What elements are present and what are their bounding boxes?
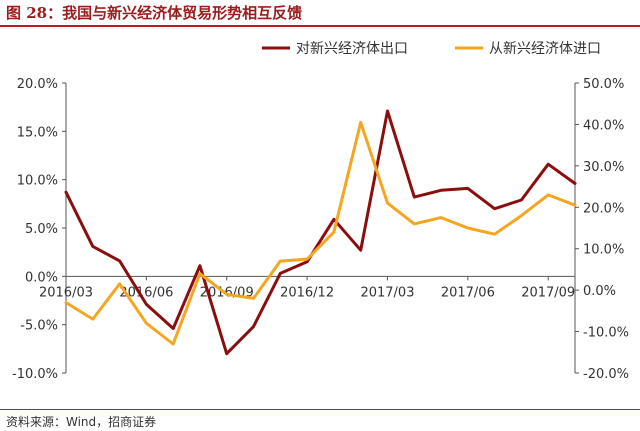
left-tick-label: 0.0% <box>25 270 58 285</box>
legend-label-import: 从新兴经济体进口 <box>489 41 601 57</box>
left-tick-label: 20.0% <box>17 77 58 92</box>
import-series-line <box>64 120 577 346</box>
left-axis-tick-labels: 20.0% 15.0% 10.0% 5.0% 0.0% -5.0% -10.0% <box>12 77 58 382</box>
x-tick-label: 2016/12 <box>280 285 334 300</box>
right-tick-label: 50.0% <box>583 77 624 92</box>
figure-title: 图 28：我国与新兴经济体贸易形势相互反馈 <box>6 4 303 22</box>
x-tick-label: 2017/06 <box>441 285 495 300</box>
axes <box>62 82 579 374</box>
right-tick-label: 20.0% <box>583 201 624 216</box>
title-rule <box>0 25 640 27</box>
source-note: 资料来源：Wind，招商证券 <box>6 415 157 429</box>
x-tick-label: 2017/09 <box>521 285 575 300</box>
right-tick-label: 0.0% <box>583 284 616 299</box>
x-axis-tick-labels: 2016/03 2016/06 2016/09 2016/12 2017/03 2017/… <box>39 285 575 300</box>
legend: 对新兴经济体出口 从新兴经济体进口 <box>262 41 601 57</box>
left-tick-label: -5.0% <box>20 319 58 334</box>
right-tick-label: -10.0% <box>583 326 629 341</box>
right-tick-label: 40.0% <box>583 118 624 133</box>
export-series-line <box>64 109 577 356</box>
footer-rule <box>0 409 640 410</box>
x-tick-label: 2016/06 <box>119 285 173 300</box>
left-tick-label: 15.0% <box>17 125 58 140</box>
right-tick-label: -20.0% <box>583 367 629 382</box>
left-tick-label: 5.0% <box>25 222 58 237</box>
right-tick-label: 30.0% <box>583 160 624 175</box>
x-tick-label: 2017/03 <box>360 285 414 300</box>
legend-label-export: 对新兴经济体出口 <box>296 41 408 57</box>
right-axis-tick-labels: 50.0% 40.0% 30.0% 20.0% 10.0% 0.0% -10.0% -20.0… <box>583 77 629 382</box>
left-tick-label: 10.0% <box>17 174 58 189</box>
right-tick-label: 10.0% <box>583 243 624 258</box>
x-tick-label: 2016/03 <box>39 285 93 300</box>
series-lines <box>64 109 577 356</box>
left-tick-label: -10.0% <box>12 367 58 382</box>
